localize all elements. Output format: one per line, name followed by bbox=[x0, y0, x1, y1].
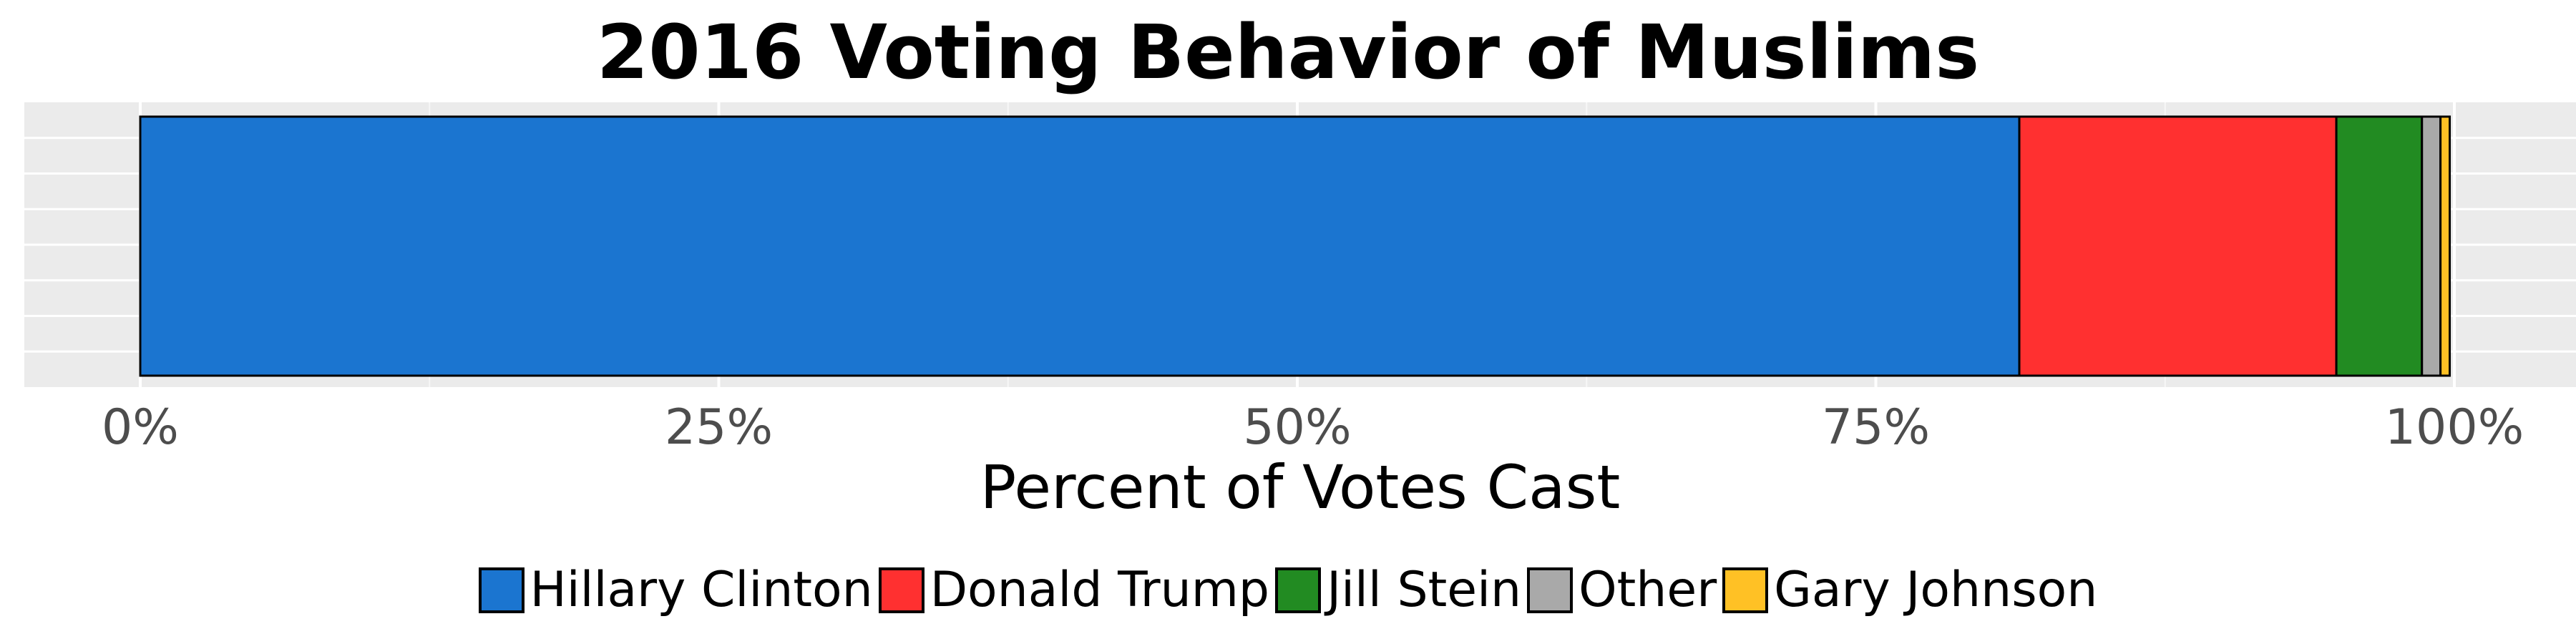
x-tick-label: 0% bbox=[102, 399, 179, 456]
x-tick-label: 100% bbox=[2385, 399, 2524, 456]
legend-key-donald-trump bbox=[878, 567, 924, 613]
legend: Hillary Clinton Donald Trump Jill Stein Oth… bbox=[0, 558, 2576, 623]
legend-label: Hillary Clinton bbox=[530, 562, 873, 618]
bar-segment-hillary-clinton bbox=[139, 115, 2021, 377]
legend-label: Other bbox=[1579, 562, 1717, 618]
x-axis-ticks: 0% 25% 50% 75% 100% bbox=[102, 399, 2524, 456]
chart-plot: 0% 25% 50% 75% 100% Percent of Votes Cast bbox=[24, 102, 2576, 522]
legend-item-gary-johnson: Gary Johnson bbox=[1722, 562, 2097, 619]
legend-item-donald-trump: Donald Trump bbox=[878, 562, 1270, 619]
legend-item-hillary-clinton: Hillary Clinton bbox=[478, 562, 873, 619]
x-tick-label: 25% bbox=[665, 399, 773, 456]
legend-key-other bbox=[1527, 567, 1574, 613]
x-axis-label: Percent of Votes Cast bbox=[980, 452, 1621, 522]
legend-item-other: Other bbox=[1527, 562, 1717, 619]
bar-segment-other bbox=[2421, 115, 2442, 377]
legend-key-hillary-clinton bbox=[478, 567, 525, 613]
legend-key-jill-stein bbox=[1275, 567, 1322, 613]
bar-segments bbox=[139, 115, 2451, 377]
bar-segment-donald-trump bbox=[2018, 115, 2338, 377]
legend-label: Jill Stein bbox=[1327, 562, 1522, 618]
legend-label: Gary Johnson bbox=[1774, 562, 2098, 618]
x-tick-label: 50% bbox=[1243, 399, 1351, 456]
legend-key-gary-johnson bbox=[1722, 567, 1769, 613]
legend-label: Donald Trump bbox=[930, 562, 1270, 618]
chart-title: 2016 Voting Behavior of Muslims bbox=[596, 9, 1980, 96]
bar-segment-gary-johnson bbox=[2439, 115, 2451, 377]
legend-item-jill-stein: Jill Stein bbox=[1275, 562, 1521, 619]
bar-segment-jill-stein bbox=[2335, 115, 2424, 377]
x-tick-label: 75% bbox=[1822, 399, 1930, 456]
